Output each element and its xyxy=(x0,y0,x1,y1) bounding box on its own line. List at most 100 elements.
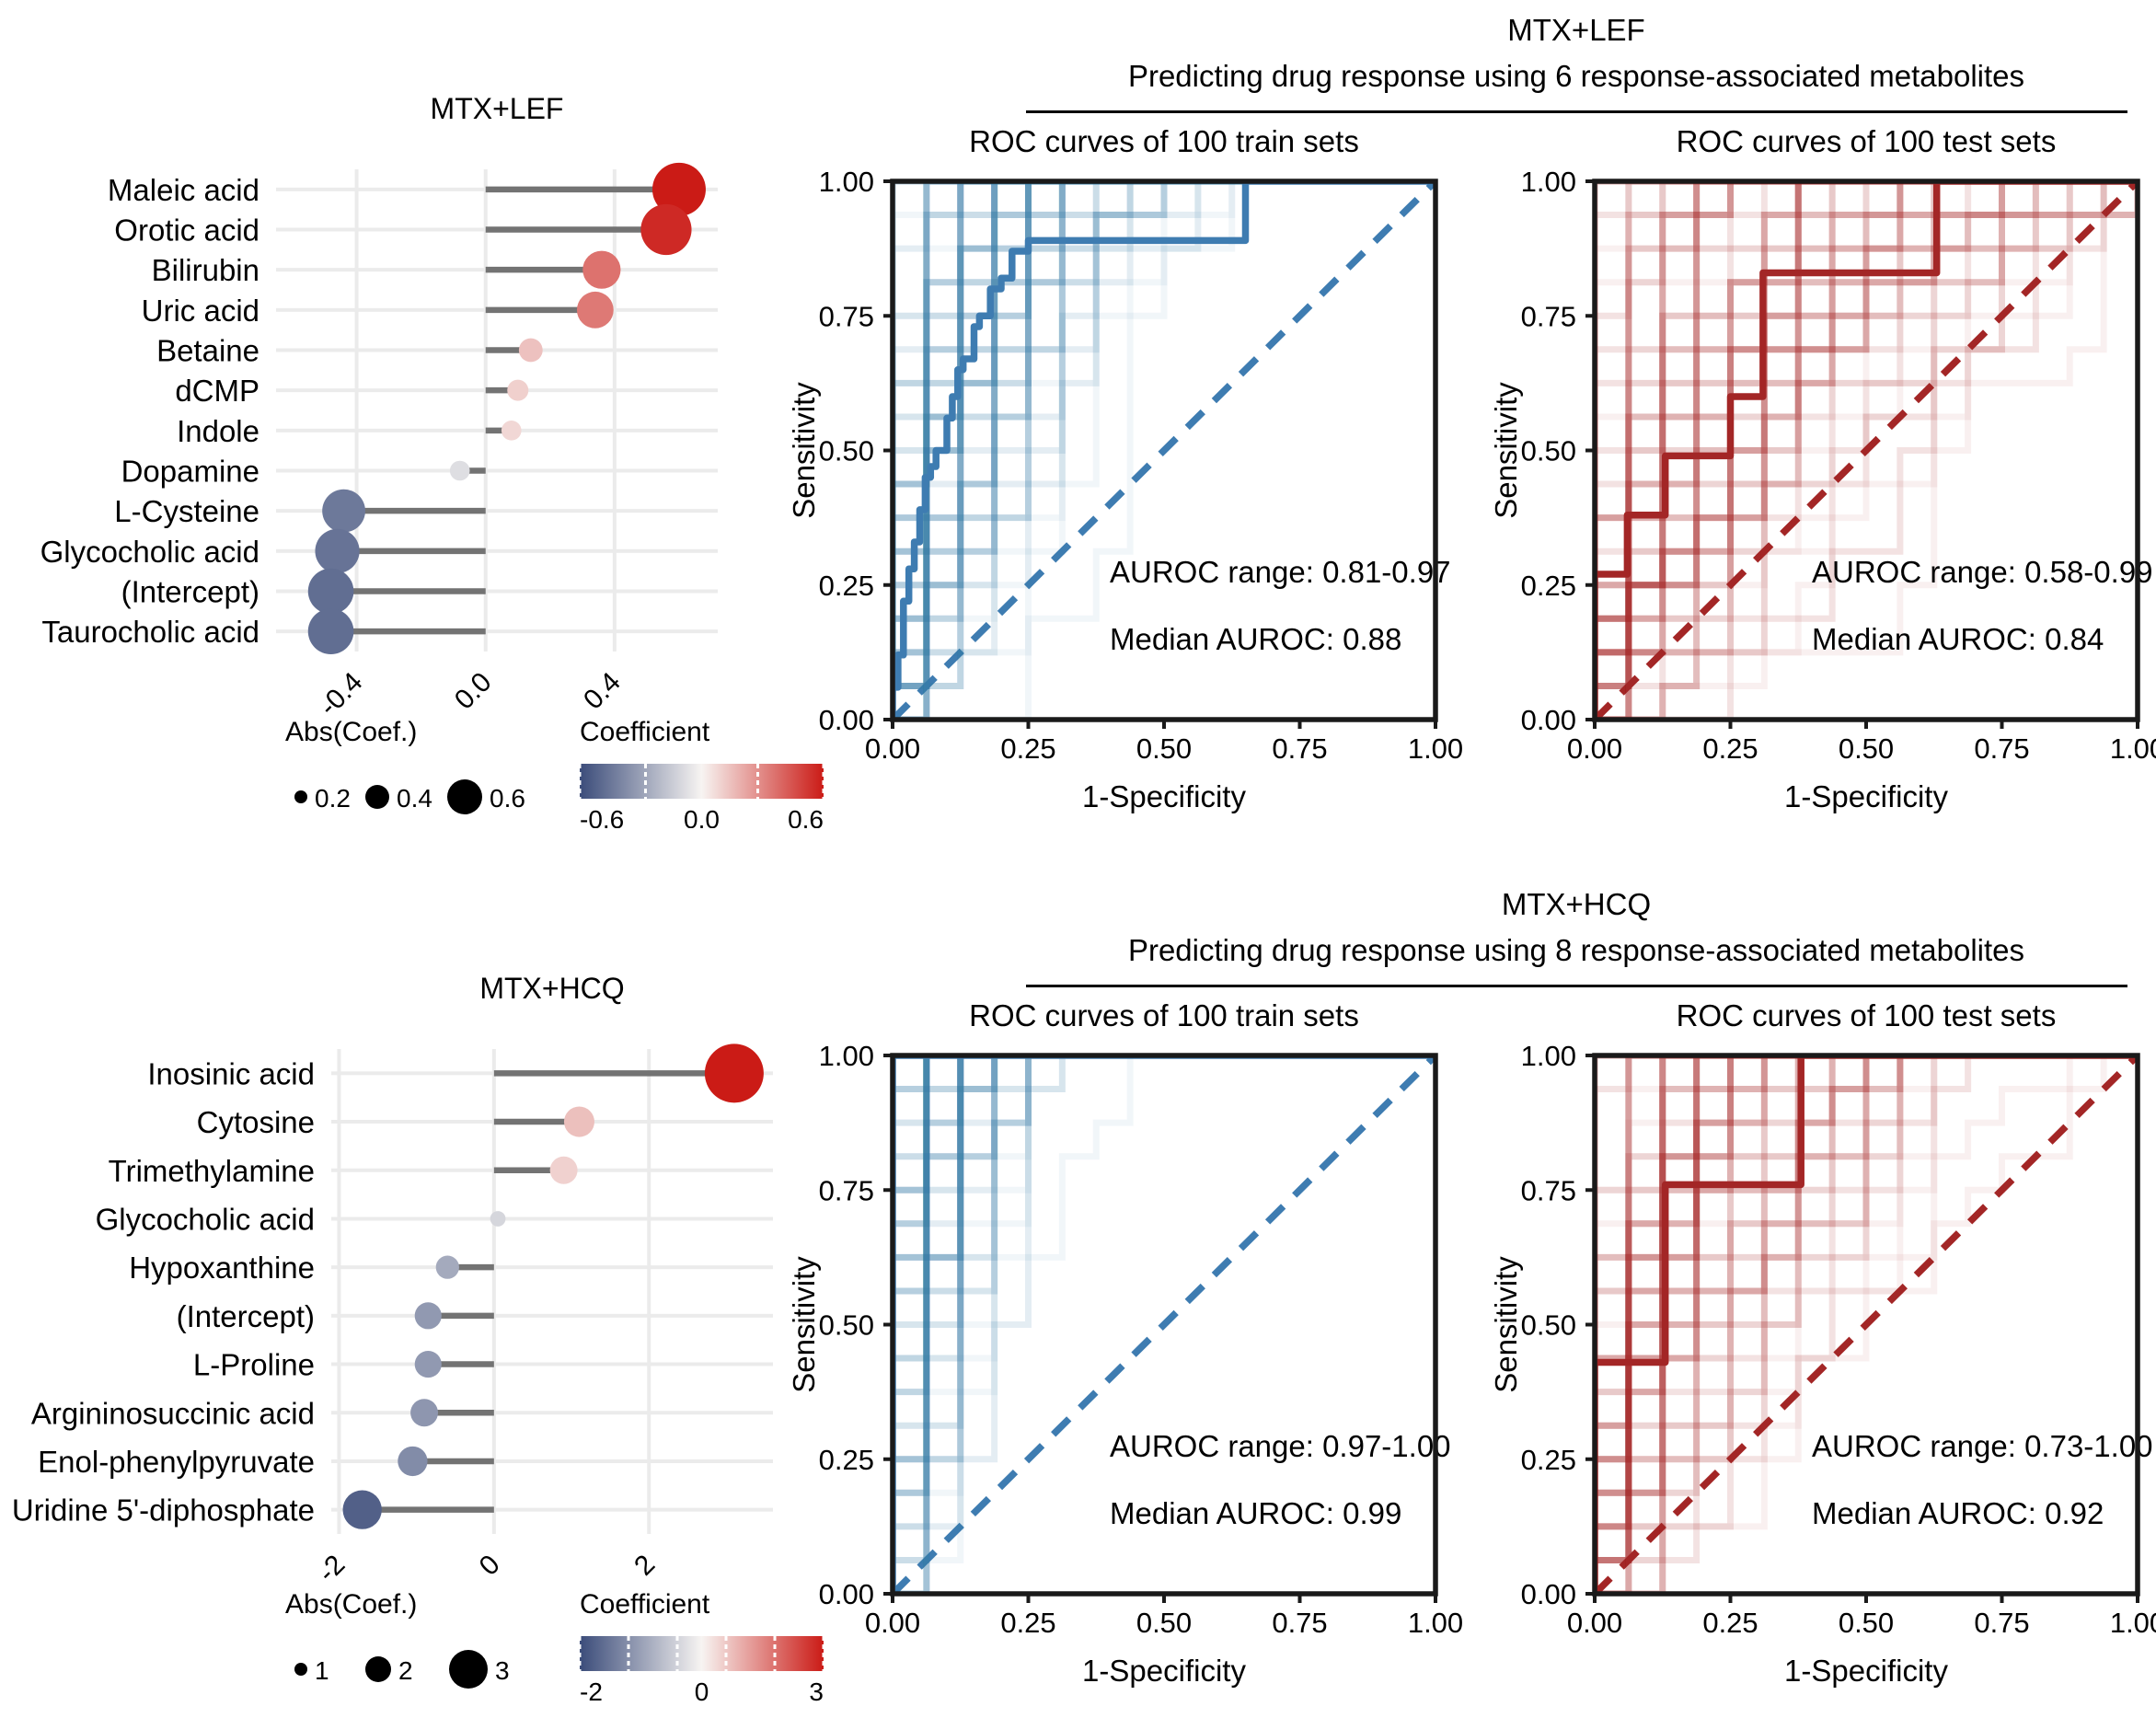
svg-text:0.50: 0.50 xyxy=(819,435,874,467)
svg-text:0.75: 0.75 xyxy=(819,300,874,332)
svg-text:Indole: Indole xyxy=(177,414,259,448)
svg-text:Argininosuccinic acid: Argininosuccinic acid xyxy=(31,1396,315,1430)
svg-text:1.00: 1.00 xyxy=(1408,732,1463,765)
svg-text:Orotic acid: Orotic acid xyxy=(114,213,259,248)
svg-text:0.25: 0.25 xyxy=(1702,1607,1758,1639)
svg-text:0.00: 0.00 xyxy=(865,1607,920,1639)
svg-text:MTX+LEF: MTX+LEF xyxy=(431,92,564,125)
svg-text:0.0: 0.0 xyxy=(449,667,498,716)
svg-text:0.75: 0.75 xyxy=(1272,1607,1327,1639)
svg-text:0.50: 0.50 xyxy=(1839,1607,1894,1639)
svg-text:Abs(Coef.): Abs(Coef.) xyxy=(285,1589,417,1620)
svg-text:0.6: 0.6 xyxy=(490,784,525,813)
svg-text:(Intercept): (Intercept) xyxy=(177,1299,315,1333)
svg-text:0.50: 0.50 xyxy=(1521,1309,1576,1342)
svg-text:Median AUROC: 0.92: Median AUROC: 0.92 xyxy=(1812,1496,2104,1530)
svg-text:Glycocholic acid: Glycocholic acid xyxy=(96,1202,315,1236)
svg-text:0.75: 0.75 xyxy=(1974,1607,2029,1639)
svg-text:0.00: 0.00 xyxy=(1521,1578,1576,1610)
svg-text:0.25: 0.25 xyxy=(819,1444,874,1476)
svg-text:0.25: 0.25 xyxy=(1000,732,1055,765)
svg-text:1-Specificity: 1-Specificity xyxy=(1082,779,1246,813)
svg-text:0.00: 0.00 xyxy=(1567,1607,1622,1639)
svg-text:0.00: 0.00 xyxy=(1521,704,1576,736)
svg-text:L-Proline: L-Proline xyxy=(193,1348,315,1382)
svg-text:Maleic acid: Maleic acid xyxy=(108,173,259,207)
svg-text:Taurocholic acid: Taurocholic acid xyxy=(41,615,259,649)
svg-text:0.2: 0.2 xyxy=(315,784,351,813)
svg-text:ROC curves of 100 test sets: ROC curves of 100 test sets xyxy=(1677,124,2057,158)
svg-text:0.4: 0.4 xyxy=(397,784,432,813)
svg-text:-0.6: -0.6 xyxy=(580,805,624,828)
svg-text:0.50: 0.50 xyxy=(819,1309,874,1342)
svg-text:0.50: 0.50 xyxy=(1136,1607,1192,1639)
svg-text:0.75: 0.75 xyxy=(819,1174,874,1206)
svg-text:Bilirubin: Bilirubin xyxy=(152,253,259,287)
svg-text:Sensitivity: Sensitivity xyxy=(787,1256,821,1393)
svg-text:0.0: 0.0 xyxy=(684,805,720,828)
svg-text:2: 2 xyxy=(398,1656,413,1685)
svg-text:AUROC range: 0.58-0.99: AUROC range: 0.58-0.99 xyxy=(1812,555,2153,589)
svg-text:0.00: 0.00 xyxy=(819,704,874,736)
svg-text:0.00: 0.00 xyxy=(819,1578,874,1610)
svg-text:Uridine 5'-diphosphate: Uridine 5'-diphosphate xyxy=(12,1493,315,1528)
svg-text:0.25: 0.25 xyxy=(1521,1444,1576,1476)
svg-text:AUROC range: 0.81-0.97: AUROC range: 0.81-0.97 xyxy=(1110,555,1451,589)
svg-text:Sensitivity: Sensitivity xyxy=(787,382,821,519)
svg-text:0.25: 0.25 xyxy=(1521,570,1576,602)
svg-text:(Intercept): (Intercept) xyxy=(121,575,259,609)
svg-text:3: 3 xyxy=(495,1656,510,1685)
svg-text:0.75: 0.75 xyxy=(1974,732,2029,765)
svg-text:-0.4: -0.4 xyxy=(314,667,369,722)
svg-text:Coefficient: Coefficient xyxy=(580,717,710,747)
svg-text:Coefficient: Coefficient xyxy=(580,1589,710,1620)
svg-text:Betaine: Betaine xyxy=(156,334,259,368)
svg-text:1-Specificity: 1-Specificity xyxy=(1784,1654,1948,1688)
svg-text:MTX+HCQ: MTX+HCQ xyxy=(479,972,624,1005)
svg-text:ROC curves of 100 test sets: ROC curves of 100 test sets xyxy=(1677,998,2057,1032)
svg-text:0.25: 0.25 xyxy=(1702,732,1758,765)
svg-text:Median AUROC: 0.88: Median AUROC: 0.88 xyxy=(1110,622,1401,656)
svg-text:0: 0 xyxy=(695,1678,709,1702)
svg-text:Trimethylamine: Trimethylamine xyxy=(109,1154,315,1188)
svg-text:Median AUROC: 0.99: Median AUROC: 0.99 xyxy=(1110,1496,1401,1530)
svg-text:AUROC range: 0.97-1.00: AUROC range: 0.97-1.00 xyxy=(1110,1429,1451,1463)
svg-text:0.4: 0.4 xyxy=(578,667,627,716)
svg-text:1.00: 1.00 xyxy=(819,1040,874,1072)
svg-text:Uric acid: Uric acid xyxy=(142,294,259,328)
svg-text:2: 2 xyxy=(628,1550,661,1582)
svg-text:1.00: 1.00 xyxy=(2110,732,2156,765)
svg-text:0.25: 0.25 xyxy=(819,570,874,602)
svg-text:0.50: 0.50 xyxy=(1521,435,1576,467)
svg-text:Hypoxanthine: Hypoxanthine xyxy=(129,1251,315,1285)
svg-text:Sensitivity: Sensitivity xyxy=(1489,382,1523,519)
svg-text:Dopamine: Dopamine xyxy=(121,455,259,489)
svg-text:0.00: 0.00 xyxy=(1567,732,1622,765)
svg-text:Median AUROC: 0.84: Median AUROC: 0.84 xyxy=(1812,622,2104,656)
svg-text:Inosinic acid: Inosinic acid xyxy=(147,1056,315,1090)
svg-text:-2: -2 xyxy=(580,1678,603,1702)
svg-text:0.75: 0.75 xyxy=(1272,732,1327,765)
svg-text:ROC curves of 100 train sets: ROC curves of 100 train sets xyxy=(969,124,1359,158)
svg-text:1-Specificity: 1-Specificity xyxy=(1082,1654,1246,1688)
svg-text:Enol-phenylpyruvate: Enol-phenylpyruvate xyxy=(38,1445,315,1479)
svg-text:0.50: 0.50 xyxy=(1136,732,1192,765)
svg-text:Cytosine: Cytosine xyxy=(197,1105,315,1139)
svg-text:0.25: 0.25 xyxy=(1000,1607,1055,1639)
svg-text:1.00: 1.00 xyxy=(819,166,874,198)
svg-text:-2: -2 xyxy=(312,1550,351,1588)
svg-text:dCMP: dCMP xyxy=(175,374,259,408)
svg-text:1.00: 1.00 xyxy=(1521,1040,1576,1072)
svg-text:L-Cysteine: L-Cysteine xyxy=(114,494,259,528)
svg-text:1-Specificity: 1-Specificity xyxy=(1784,779,1948,813)
svg-text:0: 0 xyxy=(474,1550,506,1582)
svg-text:0.75: 0.75 xyxy=(1521,1174,1576,1206)
svg-text:1.00: 1.00 xyxy=(1408,1607,1463,1639)
svg-text:0.75: 0.75 xyxy=(1521,300,1576,332)
svg-text:Abs(Coef.): Abs(Coef.) xyxy=(285,717,417,747)
svg-text:1: 1 xyxy=(315,1656,329,1685)
svg-text:0.50: 0.50 xyxy=(1839,732,1894,765)
svg-text:Sensitivity: Sensitivity xyxy=(1489,1256,1523,1393)
svg-text:AUROC range: 0.73-1.00: AUROC range: 0.73-1.00 xyxy=(1812,1429,2153,1463)
svg-text:1.00: 1.00 xyxy=(1521,166,1576,198)
